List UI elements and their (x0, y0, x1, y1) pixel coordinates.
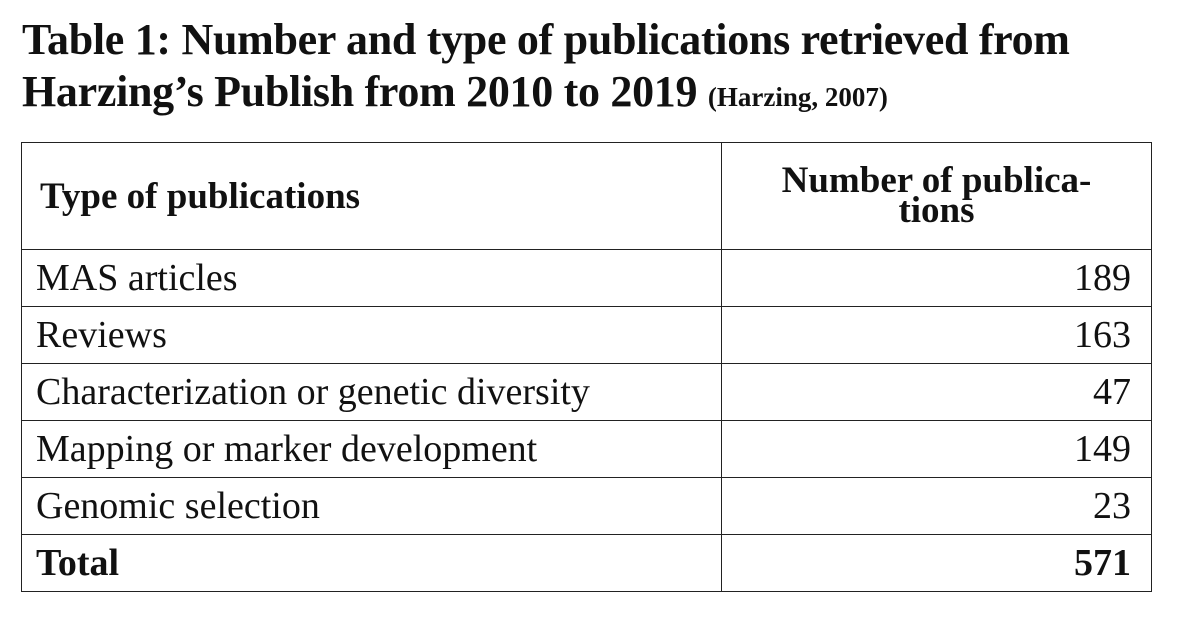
table-row: Genomic selection 23 (21, 477, 1152, 535)
table-row: MAS articles 189 (21, 249, 1152, 307)
row-count-cell: 149 (721, 420, 1152, 478)
total-count-cell: 571 (721, 534, 1152, 592)
row-count-cell: 23 (721, 477, 1152, 535)
row-type-cell: MAS articles (21, 249, 722, 307)
row-type-cell: Mapping or marker development (21, 420, 722, 478)
caption-title: Table 1: Number and type of publications… (22, 15, 1070, 116)
row-type-cell: Genomic selection (21, 477, 722, 535)
row-type-cell: Reviews (21, 306, 722, 364)
table-row: Characterization or genetic diversity 47 (21, 363, 1152, 421)
table-row: Reviews 163 (21, 306, 1152, 364)
column-header-number: Number of publica-tions (721, 142, 1152, 250)
column-header-type: Type of publications (21, 142, 722, 250)
row-count-cell: 163 (721, 306, 1152, 364)
caption-citation: (Harzing, 2007) (707, 82, 888, 112)
row-type-cell: Characterization or genetic diversity (21, 363, 722, 421)
table-header-row: Type of publications Number of publica-t… (21, 142, 1152, 250)
row-count-cell: 47 (721, 363, 1152, 421)
table-caption: Table 1: Number and type of publications… (22, 14, 1172, 123)
table-row: Mapping or marker development 149 (21, 420, 1152, 478)
table-total-row: Total 571 (21, 534, 1152, 592)
total-label-cell: Total (21, 534, 722, 592)
publications-table: Type of publications Number of publica-t… (21, 142, 1152, 592)
row-count-cell: 189 (721, 249, 1152, 307)
